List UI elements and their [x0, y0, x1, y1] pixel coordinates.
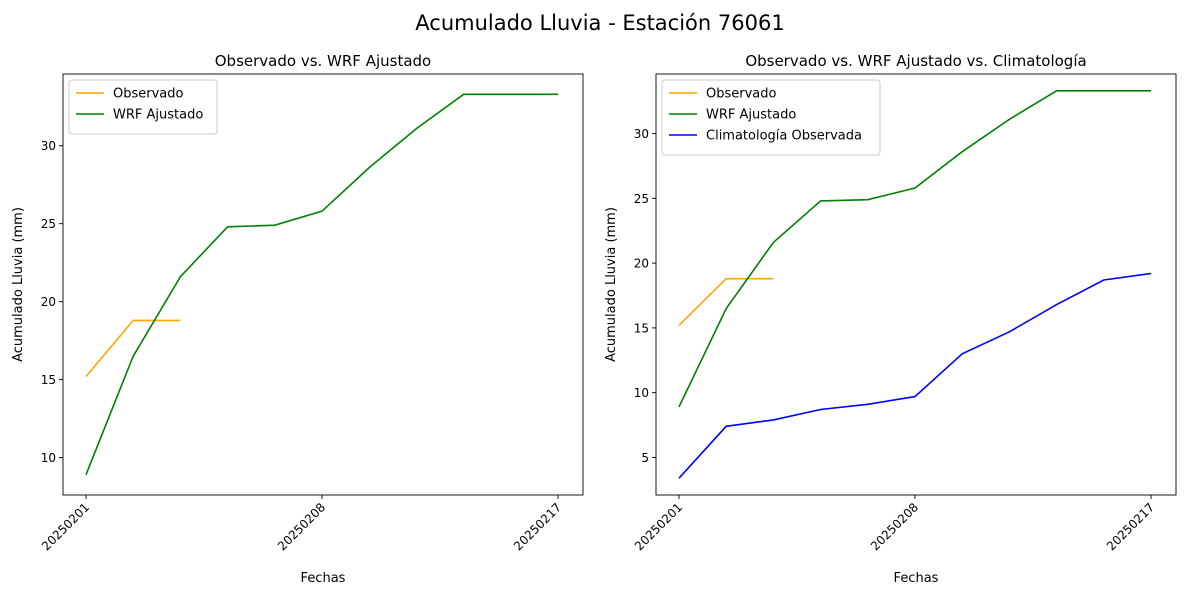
- figure-title: Acumulado Lluvia - Estación 76061: [415, 11, 784, 35]
- y-axis-label: Acumulado Lluvia (mm): [11, 207, 26, 362]
- subplot-2: Observado vs. WRF Ajustado vs. Climatolo…: [604, 52, 1177, 586]
- series-line-observado: [678, 277, 774, 326]
- y-tick-label: 20: [41, 295, 56, 309]
- series-line-observado: [85, 319, 181, 378]
- x-tick-label: 20250217: [511, 500, 564, 553]
- y-tick-label: 20: [634, 257, 649, 271]
- series-line-wrf-ajustado: [678, 90, 1151, 408]
- y-tick-label: 10: [41, 451, 56, 465]
- series-line-wrf-ajustado: [85, 93, 558, 475]
- y-tick-label: 30: [634, 127, 649, 141]
- plot-frame: [62, 73, 584, 496]
- x-tick-label: 20250201: [632, 500, 685, 553]
- x-tick-label: 20250201: [39, 500, 92, 553]
- legend-entry: WRF Ajustado: [706, 108, 796, 123]
- x-tick-label: 20250208: [868, 500, 921, 553]
- x-tick-label: 20250208: [275, 500, 328, 553]
- legend-entry: Observado: [113, 87, 184, 102]
- subplot-1: Observado vs. WRF Ajustado 10 15 20 25 30 2025…: [11, 52, 584, 586]
- legend-box: [661, 79, 881, 156]
- legend-entry: WRF Ajustado: [113, 108, 203, 123]
- legend-entry: Climatología Observada: [706, 129, 862, 144]
- y-tick-label: 25: [41, 217, 56, 231]
- y-tick-label: 15: [634, 321, 649, 335]
- x-axis-label: Fechas: [894, 571, 939, 586]
- subplot-title: Observado vs. WRF Ajustado vs. Climatolo…: [745, 52, 1086, 70]
- y-tick-label: 25: [634, 192, 649, 206]
- y-tick-label: 15: [41, 373, 56, 387]
- plot-frame: [655, 73, 1177, 496]
- series-line-climatolog-a-observada: [678, 272, 1152, 479]
- x-axis-label: Fechas: [301, 571, 346, 586]
- x-tick-label: 20250217: [1104, 500, 1157, 553]
- y-tick-label: 30: [41, 139, 56, 153]
- y-tick-label: 10: [634, 386, 649, 400]
- y-axis-label: Acumulado Lluvia (mm): [604, 207, 619, 362]
- legend-entry: Observado: [706, 87, 777, 102]
- legend: Observado WRF Ajustado Climatología Observ…: [661, 79, 881, 156]
- subplot-title: Observado vs. WRF Ajustado: [215, 52, 431, 70]
- legend: Observado WRF Ajustado: [68, 79, 218, 135]
- legend-box: [68, 79, 218, 135]
- y-tick-label: 5: [641, 451, 649, 465]
